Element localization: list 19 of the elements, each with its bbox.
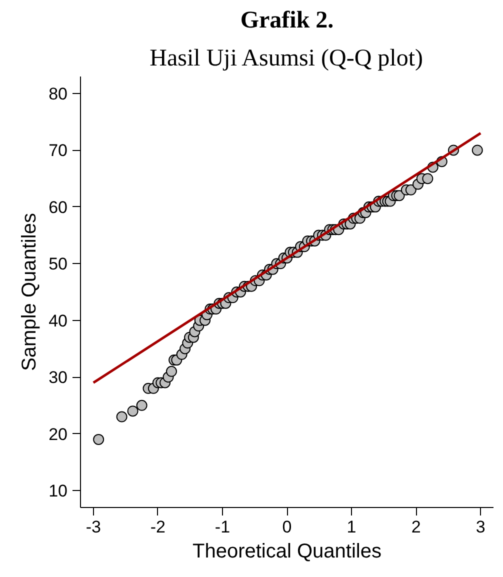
- y-tick-label: 20: [48, 424, 68, 444]
- y-tick-label: 60: [48, 198, 68, 217]
- y-tick-label: 80: [48, 84, 68, 104]
- chart-subtitle: Hasil Uji Asumsi (Q-Q plot): [150, 46, 423, 72]
- x-tick-label: 2: [411, 518, 421, 536]
- x-tick-label: -3: [86, 518, 101, 536]
- y-tick-label: 70: [48, 141, 68, 160]
- y-tick-label: 50: [48, 254, 68, 274]
- x-tick-label: -1: [214, 518, 230, 536]
- y-tick-label: 40: [48, 311, 68, 330]
- y-tick-label: 30: [48, 368, 68, 388]
- x-axis-title: Theoretical Quantiles: [192, 540, 382, 562]
- x-tick-label: 0: [282, 518, 292, 536]
- y-tick-label: 10: [48, 481, 68, 500]
- x-tick-label: 1: [346, 518, 356, 536]
- x-tick-label: -2: [150, 518, 166, 536]
- y-axis-title: Sample Quantiles: [18, 213, 41, 371]
- x-tick-label: 3: [476, 518, 486, 536]
- chart-title: Grafik 2.: [240, 8, 334, 34]
